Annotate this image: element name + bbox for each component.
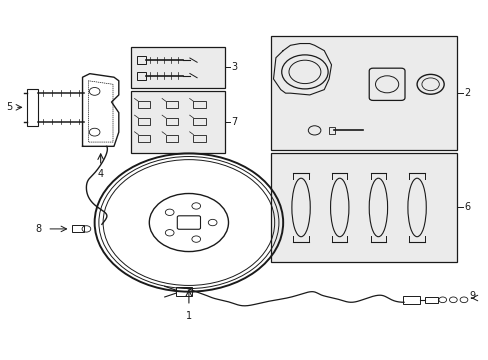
Bar <box>176 287 191 296</box>
Bar <box>138 118 150 125</box>
Text: 1: 1 <box>185 311 192 321</box>
Bar <box>193 135 205 142</box>
Bar <box>165 118 178 125</box>
Text: 6: 6 <box>464 202 469 212</box>
Bar <box>137 56 146 64</box>
Text: 2: 2 <box>464 88 470 98</box>
Text: 9: 9 <box>468 291 474 301</box>
Bar <box>138 101 150 108</box>
Bar <box>328 127 334 134</box>
Bar <box>72 225 83 233</box>
Bar <box>131 47 224 88</box>
Text: 8: 8 <box>36 224 41 234</box>
Bar <box>165 101 178 108</box>
Bar <box>270 153 456 261</box>
Bar <box>193 118 205 125</box>
Bar <box>165 135 178 142</box>
Bar <box>131 91 224 153</box>
Text: 3: 3 <box>230 63 237 72</box>
Text: 7: 7 <box>230 117 237 127</box>
Text: 5: 5 <box>7 102 13 112</box>
Bar <box>270 36 456 150</box>
Text: 4: 4 <box>98 169 103 179</box>
Bar <box>193 101 205 108</box>
Bar <box>424 297 437 303</box>
Bar <box>137 72 146 80</box>
Bar <box>27 89 38 126</box>
Bar <box>402 296 419 304</box>
Bar <box>138 135 150 142</box>
